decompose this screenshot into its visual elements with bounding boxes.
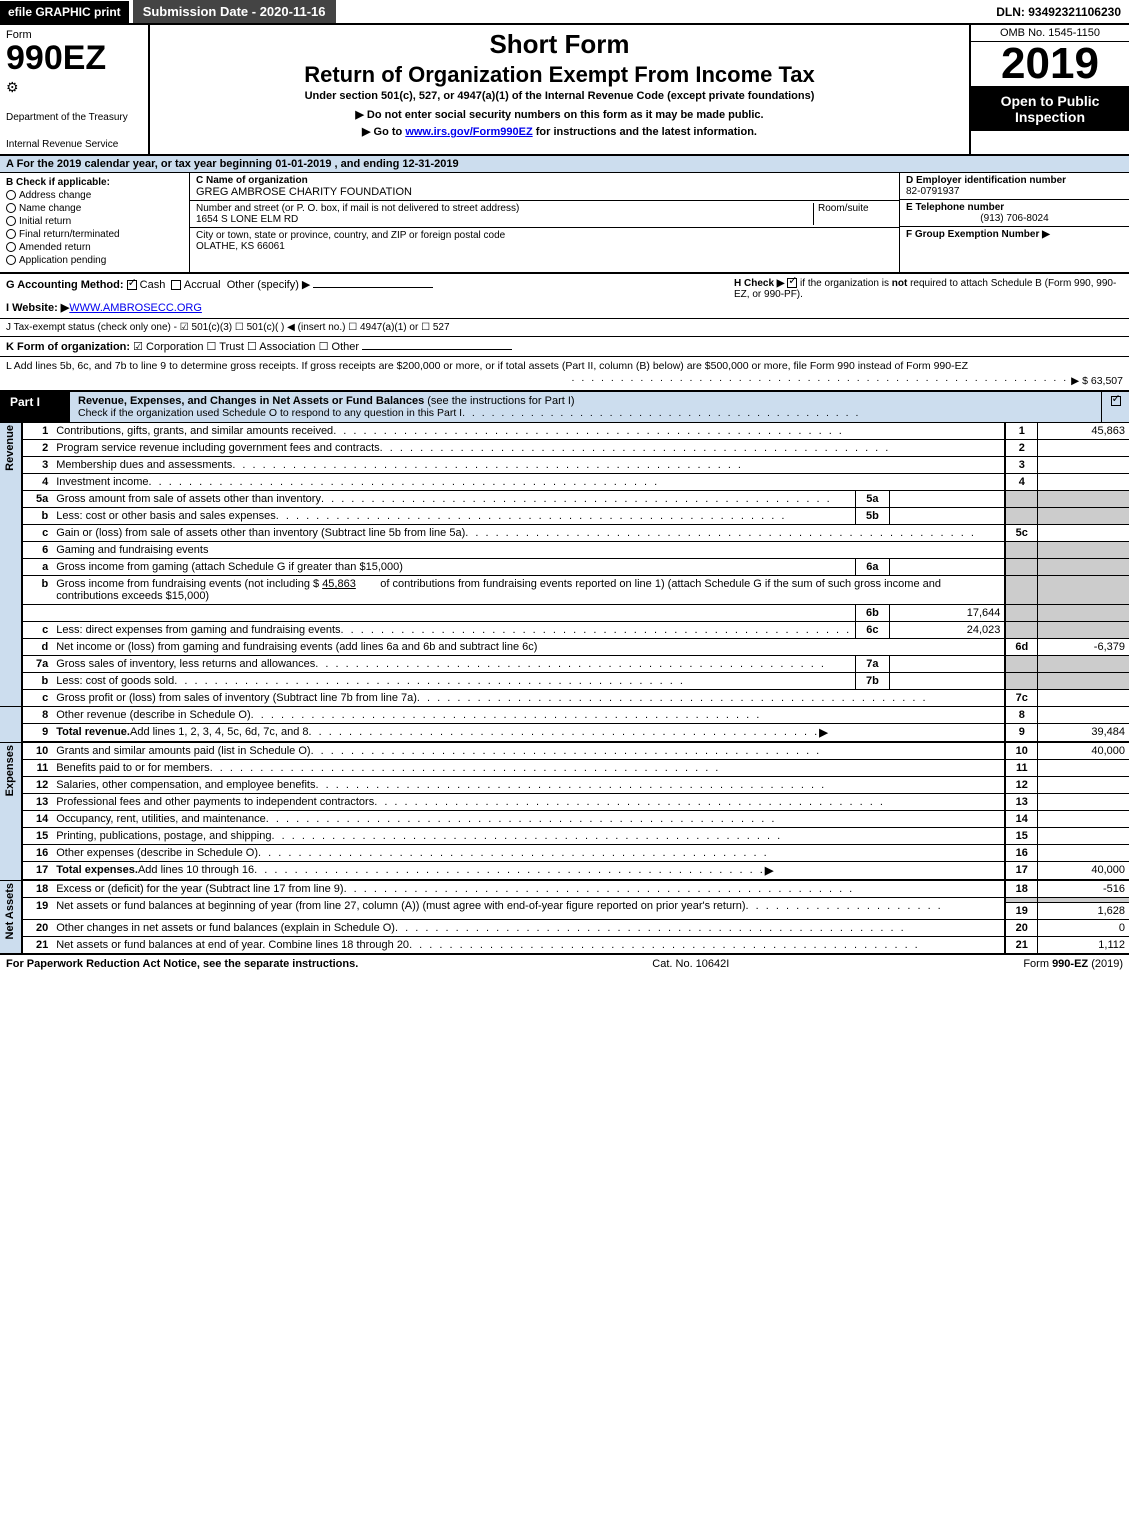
line-17-total-expenses: 40,000 <box>1038 862 1129 881</box>
line-9-total-revenue: 39,484 <box>1038 724 1129 743</box>
line-6d-value: -6,379 <box>1038 639 1129 656</box>
form-header: Form 990EZ ⚙ Department of the Treasury … <box>0 25 1129 156</box>
column-d: D Employer identification number82-07919… <box>899 173 1129 272</box>
submission-date-button[interactable]: Submission Date - 2020-11-16 <box>133 0 336 23</box>
checkbox-address-change[interactable] <box>6 190 16 200</box>
line-6b-value: 17,644 <box>889 605 1005 622</box>
city-label: City or town, state or province, country… <box>196 230 505 241</box>
line-j: J Tax-exempt status (check only one) - ☑… <box>0 319 1129 337</box>
city-state-zip: OLATHE, KS 66061 <box>196 241 285 252</box>
dept-irs: Internal Revenue Service <box>6 139 148 150</box>
line-l: L Add lines 5b, 6c, and 7b to line 9 to … <box>0 357 1129 392</box>
c-label: C Name of organization <box>196 175 308 186</box>
short-form-title: Short Form <box>158 29 961 60</box>
revenue-table: Revenue 1 Contributions, gifts, grants, … <box>0 422 1129 953</box>
line-k: K Form of organization: ☑ Corporation ☐ … <box>0 337 1129 357</box>
page-footer: For Paperwork Reduction Act Notice, see … <box>0 953 1129 973</box>
checkbox-initial-return[interactable] <box>6 216 16 226</box>
part-1-label: Part I <box>0 392 70 422</box>
part-1-title: Revenue, Expenses, and Changes in Net As… <box>78 395 424 407</box>
irs-link[interactable]: www.irs.gov/Form990EZ <box>405 126 532 138</box>
line-18-value: -516 <box>1038 880 1129 898</box>
checkbox-name-change[interactable] <box>6 203 16 213</box>
org-name: GREG AMBROSE CHARITY FOUNDATION <box>196 186 412 198</box>
expenses-side-label: Expenses <box>0 742 22 880</box>
ein-value: 82-0791937 <box>906 186 959 197</box>
dln-label: DLN: 93492321106230 <box>988 1 1129 23</box>
under-section: Under section 501(c), 527, or 4947(a)(1)… <box>158 90 961 102</box>
top-bar: efile GRAPHIC print Submission Date - 20… <box>0 0 1129 25</box>
treasury-seal-icon: ⚙ <box>6 79 19 96</box>
goto-instructions: ▶ Go to www.irs.gov/Form990EZ for instru… <box>158 125 961 138</box>
cat-number: Cat. No. 10642I <box>652 958 729 970</box>
line-10-value: 40,000 <box>1038 742 1129 760</box>
website-link[interactable]: WWW.AMBROSECC.ORG <box>69 302 202 314</box>
do-not-enter-note: ▶ Do not enter social security numbers o… <box>158 108 961 121</box>
part-1-header: Part I Revenue, Expenses, and Changes in… <box>0 392 1129 422</box>
row-a-period: A For the 2019 calendar year, or tax yea… <box>0 156 1129 173</box>
h-label: H Check ▶ <box>734 278 784 289</box>
gross-receipts-amount: ▶ $ 63,507 <box>1071 375 1123 387</box>
street-label: Number and street (or P. O. box, if mail… <box>196 203 519 214</box>
return-title: Return of Organization Exempt From Incom… <box>158 62 961 88</box>
line-19-value: 1,628 <box>1038 903 1129 920</box>
line-20-value: 0 <box>1038 920 1129 937</box>
checkbox-final-return[interactable] <box>6 229 16 239</box>
info-grid: B Check if applicable: Address change Na… <box>0 173 1129 274</box>
checkbox-amended-return[interactable] <box>6 242 16 252</box>
line-1-value: 45,863 <box>1038 423 1129 440</box>
phone-label: E Telephone number <box>906 202 1004 213</box>
paperwork-notice: For Paperwork Reduction Act Notice, see … <box>6 958 358 970</box>
revenue-side-label: Revenue <box>0 423 22 707</box>
line-6b-excluded-amount: 45,863 <box>322 578 356 590</box>
checkbox-accrual[interactable] <box>171 280 181 290</box>
checkbox-h-not-required[interactable] <box>787 278 797 288</box>
checkbox-part1-schedule-o[interactable] <box>1111 396 1121 406</box>
i-label: I Website: ▶ <box>6 302 69 314</box>
tax-year: 2019 <box>971 42 1129 87</box>
ein-label: D Employer identification number <box>906 175 1066 186</box>
street-address: 1654 S LONE ELM RD <box>196 214 298 225</box>
efile-print-button[interactable]: efile GRAPHIC print <box>0 1 129 23</box>
goto-pre: ▶ Go to <box>362 126 405 138</box>
group-exemption-label: F Group Exemption Number ▶ <box>906 229 1050 240</box>
netassets-side-label: Net Assets <box>0 880 22 953</box>
goto-post: for instructions and the latest informat… <box>533 126 757 138</box>
column-b: B Check if applicable: Address change Na… <box>0 173 190 272</box>
form-ref: Form 990-EZ (2019) <box>1023 958 1123 970</box>
line-21-value: 1,112 <box>1038 937 1129 954</box>
other-specify-input[interactable] <box>313 287 433 288</box>
checkbox-cash[interactable] <box>127 280 137 290</box>
column-c: C Name of organization GREG AMBROSE CHAR… <box>190 173 899 272</box>
room-suite-label: Room/suite <box>813 203 893 225</box>
phone-value: (913) 706-8024 <box>906 213 1123 224</box>
col-b-title: B Check if applicable: <box>6 177 110 188</box>
line-6c-value: 24,023 <box>889 622 1005 639</box>
lines-g-h: G Accounting Method: Cash Accrual Other … <box>0 274 1129 319</box>
form-number: 990EZ <box>6 41 148 75</box>
open-public-badge: Open to Public Inspection <box>971 87 1129 131</box>
checkbox-application-pending[interactable] <box>6 255 16 265</box>
dept-treasury: Department of the Treasury <box>6 112 148 123</box>
g-label: G Accounting Method: <box>6 279 124 291</box>
